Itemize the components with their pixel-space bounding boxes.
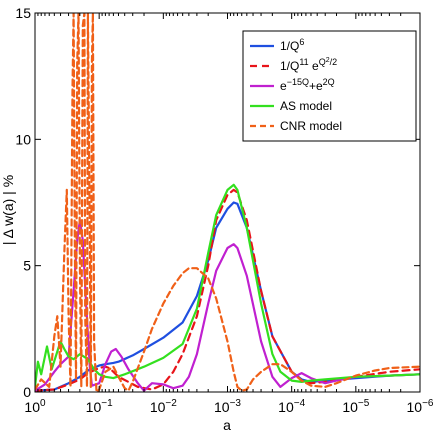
x-tick-label: 10−2	[150, 398, 177, 415]
y-tick-label: 15	[15, 5, 31, 21]
legend-entry: 1/Q6	[280, 37, 304, 53]
legend: 1/Q6 1/Q11 eQ2/2 e−15Q+e2Q AS model CNR mode…	[242, 30, 417, 142]
x-axis-label: a	[223, 417, 231, 433]
legend-entry: 1/Q11 eQ2/2	[280, 57, 337, 73]
x-tick-label: 100	[24, 398, 46, 415]
axis-tick-labels: 100 10−1 10−2 10−3 10−4 10−5 10−6 0 5 10 15	[15, 5, 434, 415]
legend-entry: CNR model	[280, 119, 342, 133]
series-layer	[35, 13, 420, 392]
legend-entry: e−15Q+e2Q	[280, 77, 335, 93]
x-tick-label: 10−6	[407, 398, 434, 415]
x-tick-label: 10−1	[86, 398, 113, 415]
legend-entry: AS model	[280, 99, 332, 113]
x-tick-label: 10−3	[214, 398, 241, 415]
y-tick-label: 10	[15, 131, 31, 147]
axis-ticks	[34, 12, 421, 393]
series-line	[35, 13, 420, 392]
y-tick-label: 5	[23, 258, 31, 274]
x-tick-label: 10−5	[342, 398, 369, 415]
y-tick-label: 0	[23, 384, 31, 400]
x-tick-label: 10−4	[278, 398, 305, 415]
y-axis-label: | Δ w(a) | %	[0, 175, 16, 245]
